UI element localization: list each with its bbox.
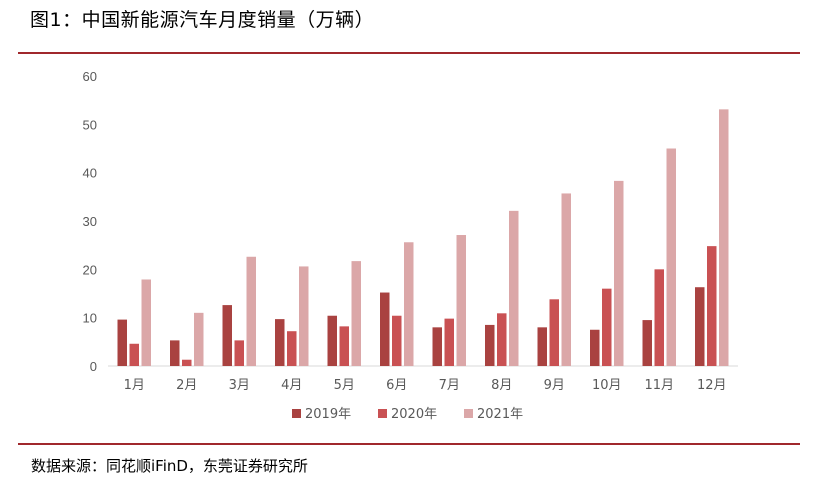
- bar-2019年: [170, 340, 180, 366]
- bar-2020年: [234, 340, 244, 366]
- legend-swatch: [378, 409, 387, 418]
- bar-2020年: [602, 288, 612, 366]
- bar-2021年: [509, 210, 519, 366]
- bar-2020年: [392, 315, 402, 366]
- bottom-divider: [18, 443, 800, 445]
- bar-2020年: [654, 269, 664, 366]
- y-axis-ticks: 0 10 20 30 40 50 60: [83, 69, 97, 374]
- x-tick-label: 3月: [229, 378, 250, 393]
- bar-2021年: [614, 180, 624, 366]
- legend-label: 2019年: [305, 407, 351, 422]
- legend-label: 2020年: [391, 407, 437, 422]
- y-tick-label: 30: [83, 214, 97, 229]
- bar-2019年: [537, 327, 547, 366]
- y-tick-label: 20: [83, 262, 97, 277]
- legend-label: 2021年: [477, 407, 523, 422]
- y-tick-label: 60: [83, 69, 97, 84]
- bar-groups: [117, 109, 729, 366]
- top-divider: [18, 52, 800, 54]
- bar-2021年: [194, 312, 204, 366]
- bar-2019年: [695, 287, 705, 366]
- bar-2021年: [719, 109, 729, 366]
- y-tick-label: 10: [83, 311, 97, 326]
- bar-2019年: [117, 319, 127, 366]
- bar-2021年: [141, 279, 151, 366]
- x-tick-label: 11月: [644, 378, 674, 393]
- bar-2020年: [287, 331, 297, 366]
- bar-2020年: [444, 318, 454, 366]
- bar-2019年: [432, 327, 442, 366]
- legend-swatch: [464, 409, 473, 418]
- bar-2021年: [351, 261, 361, 366]
- x-tick-label: 8月: [491, 378, 512, 393]
- x-tick-label: 9月: [544, 378, 565, 393]
- x-tick-label: 7月: [439, 378, 460, 393]
- bar-2020年: [129, 343, 139, 366]
- bar-2019年: [485, 324, 495, 366]
- figure-title: 图1：中国新能源汽车月度销量（万辆）: [30, 9, 375, 31]
- legend: 2019年 2020年 2021年: [292, 407, 523, 422]
- x-tick-label: 10月: [592, 378, 622, 393]
- x-tick-label: 5月: [334, 378, 355, 393]
- bar-2021年: [246, 256, 256, 366]
- y-tick-label: 0: [90, 359, 97, 374]
- bar-2020年: [707, 246, 717, 366]
- x-tick-label: 4月: [281, 378, 302, 393]
- bar-chart: 0 10 20 30 40 50 60 1月 2月 3月 4月 5月 6月 7月 8月 9月 10月 11月 12…: [83, 69, 738, 422]
- x-axis-ticks: 1月 2月 3月 4月 5月 6月 7月 8月 9月 10月 11月 12月: [124, 378, 727, 393]
- legend-swatch: [292, 409, 301, 418]
- bar-2019年: [642, 320, 652, 366]
- x-tick-label: 1月: [124, 378, 145, 393]
- bar-2019年: [380, 292, 390, 366]
- bar-2019年: [222, 305, 232, 366]
- bar-2020年: [339, 326, 349, 366]
- bar-2021年: [456, 235, 466, 366]
- bar-2021年: [561, 193, 571, 366]
- y-tick-label: 50: [83, 117, 97, 132]
- source-note: 数据来源：同花顺iFinD，东莞证券研究所: [31, 457, 308, 475]
- y-tick-label: 40: [83, 166, 97, 181]
- bar-2020年: [497, 313, 507, 366]
- bar-2020年: [182, 359, 192, 366]
- bar-2021年: [404, 242, 414, 366]
- bar-2019年: [590, 329, 600, 366]
- x-tick-label: 12月: [697, 378, 727, 393]
- x-tick-label: 6月: [386, 378, 407, 393]
- bar-2019年: [327, 315, 337, 366]
- bar-2021年: [666, 148, 676, 366]
- bar-2020年: [549, 299, 559, 366]
- bar-2021年: [299, 266, 309, 366]
- bar-2019年: [275, 319, 285, 366]
- x-tick-label: 2月: [176, 378, 197, 393]
